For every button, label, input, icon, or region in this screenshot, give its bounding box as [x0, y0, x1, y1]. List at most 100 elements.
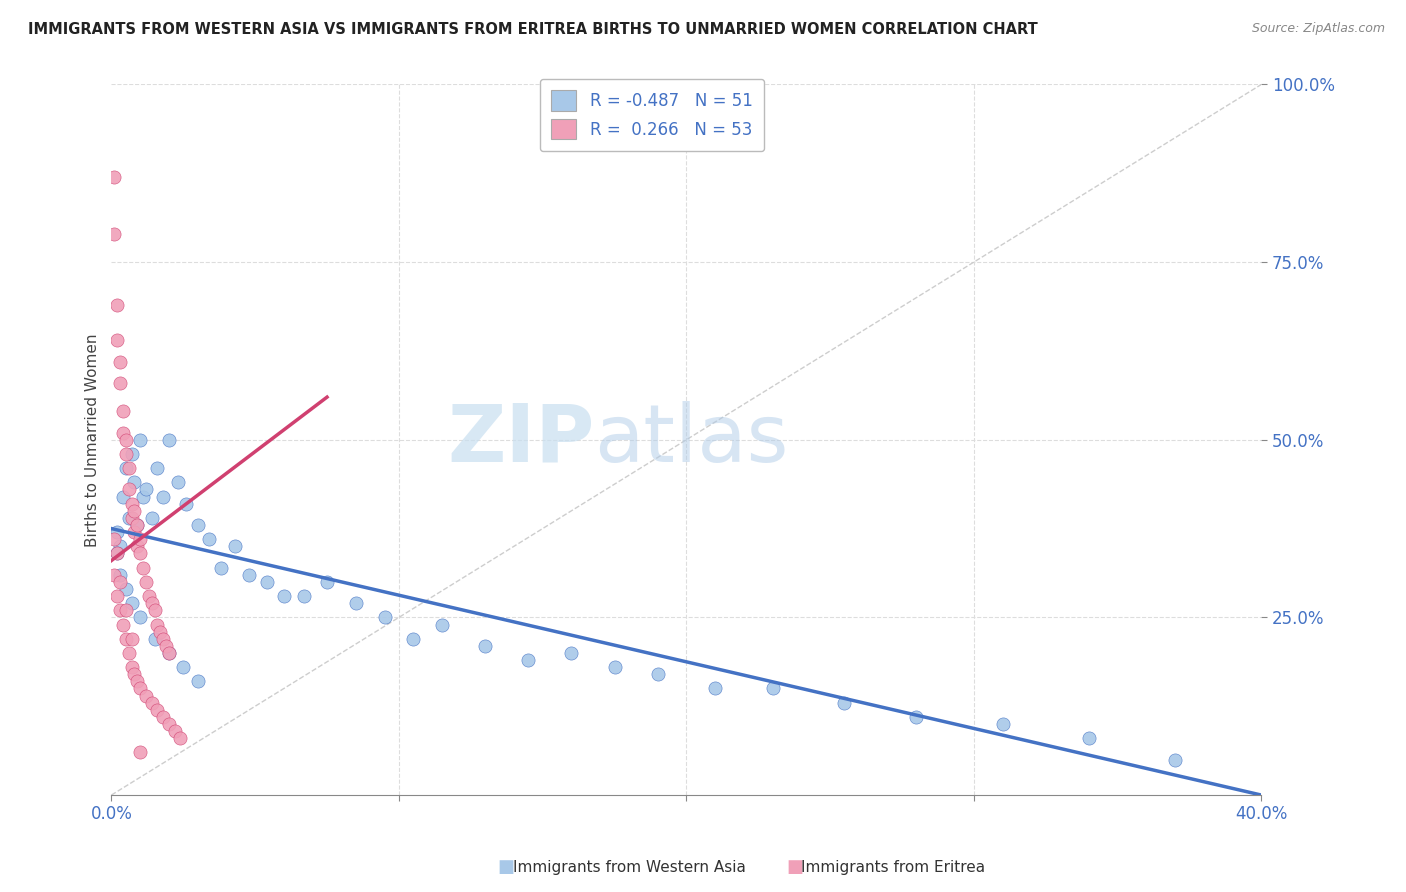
Point	[105, 546, 128, 560]
Point	[157, 646, 180, 660]
Point	[135, 574, 157, 589]
Point	[146, 617, 169, 632]
Point	[166, 475, 188, 490]
Point	[187, 518, 209, 533]
Point	[905, 710, 928, 724]
Point	[169, 731, 191, 746]
Point	[127, 674, 149, 689]
Text: ■: ■	[786, 858, 803, 876]
Point	[105, 589, 128, 603]
Point	[560, 646, 582, 660]
Point	[111, 490, 134, 504]
Point	[172, 660, 194, 674]
Point	[103, 227, 125, 241]
Point	[141, 596, 163, 610]
Point	[163, 724, 186, 739]
Point	[118, 646, 141, 660]
Point	[121, 511, 143, 525]
Point	[114, 461, 136, 475]
Point	[143, 632, 166, 646]
Point	[124, 525, 146, 540]
Text: IMMIGRANTS FROM WESTERN ASIA VS IMMIGRANTS FROM ERITREA BIRTHS TO UNMARRIED WOME: IMMIGRANTS FROM WESTERN ASIA VS IMMIGRAN…	[28, 22, 1038, 37]
Point	[1164, 752, 1187, 766]
Point	[124, 475, 146, 490]
Point	[111, 425, 134, 440]
Point	[344, 596, 367, 610]
Point	[187, 674, 209, 689]
Point	[124, 504, 146, 518]
Point	[174, 497, 197, 511]
Point	[121, 660, 143, 674]
Point	[157, 717, 180, 731]
Point	[105, 525, 128, 540]
Point	[108, 539, 131, 553]
Point	[132, 560, 155, 574]
Point	[114, 447, 136, 461]
Point	[129, 433, 152, 447]
Point	[127, 518, 149, 533]
Point	[157, 433, 180, 447]
Point	[224, 539, 246, 553]
Point	[111, 617, 134, 632]
Point	[146, 461, 169, 475]
Text: atlas: atlas	[595, 401, 789, 479]
Point	[105, 546, 128, 560]
Point	[132, 490, 155, 504]
Point	[129, 681, 152, 696]
Point	[121, 447, 143, 461]
Point	[121, 596, 143, 610]
Point	[292, 589, 315, 603]
Point	[143, 603, 166, 617]
Text: ZIP: ZIP	[447, 401, 595, 479]
Point	[114, 632, 136, 646]
Point	[238, 567, 260, 582]
Point	[108, 603, 131, 617]
Point	[111, 404, 134, 418]
Point	[103, 169, 125, 184]
Point	[127, 539, 149, 553]
Point	[108, 354, 131, 368]
Point	[517, 653, 540, 667]
Point	[114, 603, 136, 617]
Point	[155, 639, 177, 653]
Point	[129, 610, 152, 624]
Point	[121, 632, 143, 646]
Point	[138, 589, 160, 603]
Point	[135, 483, 157, 497]
Point	[834, 696, 856, 710]
Point	[129, 546, 152, 560]
Point	[402, 632, 425, 646]
Point	[121, 497, 143, 511]
Point	[105, 298, 128, 312]
Point	[316, 574, 339, 589]
Point	[373, 610, 395, 624]
Point	[103, 533, 125, 547]
Point	[152, 710, 174, 724]
Point	[603, 660, 626, 674]
Point	[146, 703, 169, 717]
Point	[135, 689, 157, 703]
Point	[118, 461, 141, 475]
Point	[118, 483, 141, 497]
Point	[209, 560, 232, 574]
Y-axis label: Births to Unmarried Women: Births to Unmarried Women	[86, 333, 100, 547]
Text: Source: ZipAtlas.com: Source: ZipAtlas.com	[1251, 22, 1385, 36]
Point	[127, 518, 149, 533]
Point	[474, 639, 496, 653]
Point	[114, 433, 136, 447]
Point	[647, 667, 669, 681]
Legend: R = -0.487   N = 51, R =  0.266   N = 53: R = -0.487 N = 51, R = 0.266 N = 53	[540, 78, 763, 151]
Point	[141, 511, 163, 525]
Point	[149, 624, 172, 639]
Point	[118, 511, 141, 525]
Point	[762, 681, 785, 696]
Point	[704, 681, 727, 696]
Point	[198, 533, 221, 547]
Point	[991, 717, 1014, 731]
Point	[103, 567, 125, 582]
Point	[141, 696, 163, 710]
Point	[108, 567, 131, 582]
Point	[124, 667, 146, 681]
Point	[1077, 731, 1099, 746]
Point	[152, 632, 174, 646]
